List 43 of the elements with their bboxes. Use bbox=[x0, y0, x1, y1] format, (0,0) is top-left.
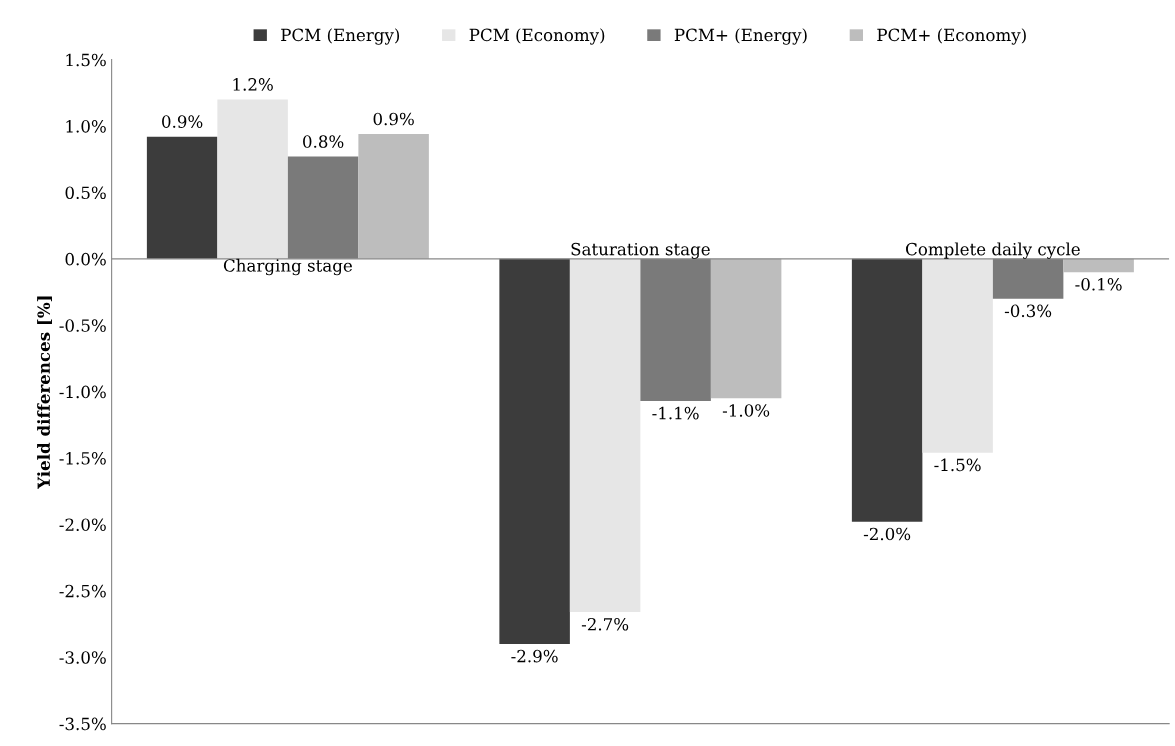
y-tick-label: -3.0% bbox=[59, 651, 106, 664]
bar bbox=[358, 134, 429, 259]
y-tick-label: -2.5% bbox=[59, 584, 106, 598]
bar bbox=[217, 99, 288, 259]
y-tick-label: -3.5% bbox=[59, 717, 106, 731]
bar bbox=[499, 258, 570, 644]
legend-label: PCM+ (Economy) bbox=[877, 28, 1026, 45]
y-tick-label: 1.5% bbox=[66, 53, 106, 67]
legend-label: PCM+ (Energy) bbox=[674, 28, 807, 45]
data-label: 0.9% bbox=[162, 115, 203, 128]
bar bbox=[640, 258, 711, 401]
data-label: -2.0% bbox=[863, 527, 911, 541]
bar bbox=[287, 156, 359, 259]
y-tick-label: -1.5% bbox=[59, 452, 106, 465]
data-label: -1.1% bbox=[652, 406, 699, 420]
y-tick-label: -1.0% bbox=[59, 385, 106, 399]
data-label: 0.8% bbox=[303, 135, 344, 148]
x-tick-label: Saturation stage bbox=[571, 242, 710, 259]
x-tick-label: Complete daily cycle bbox=[906, 242, 1080, 259]
y-axis-title: Yield differences [%] bbox=[37, 296, 52, 489]
data-label: -0.3% bbox=[1004, 304, 1052, 318]
data-label: -1.0% bbox=[722, 404, 770, 417]
bar bbox=[992, 258, 1064, 299]
y-tick-label: 0.5% bbox=[65, 186, 106, 200]
y-tick-label: 0.0% bbox=[65, 252, 106, 266]
legend-label: PCM (Economy) bbox=[469, 28, 605, 45]
y-tick-label: -0.5% bbox=[59, 319, 106, 332]
bar bbox=[710, 258, 782, 399]
data-label: -2.7% bbox=[581, 617, 629, 631]
data-label: -1.5% bbox=[934, 458, 981, 472]
bar bbox=[922, 258, 993, 453]
data-label: 0.9% bbox=[373, 112, 414, 126]
bar bbox=[1063, 258, 1134, 273]
bar bbox=[569, 258, 641, 613]
y-tick-label: 1.0% bbox=[66, 120, 106, 133]
legend-label: PCM (Energy) bbox=[281, 28, 400, 45]
bar bbox=[146, 136, 218, 259]
data-label: -2.9% bbox=[511, 649, 558, 663]
data-label: 1.2% bbox=[233, 78, 273, 91]
y-tick-label: -2.0% bbox=[59, 518, 106, 532]
data-label: -0.1% bbox=[1075, 277, 1122, 291]
bar bbox=[851, 258, 923, 522]
x-tick-label: Charging stage bbox=[223, 258, 352, 276]
